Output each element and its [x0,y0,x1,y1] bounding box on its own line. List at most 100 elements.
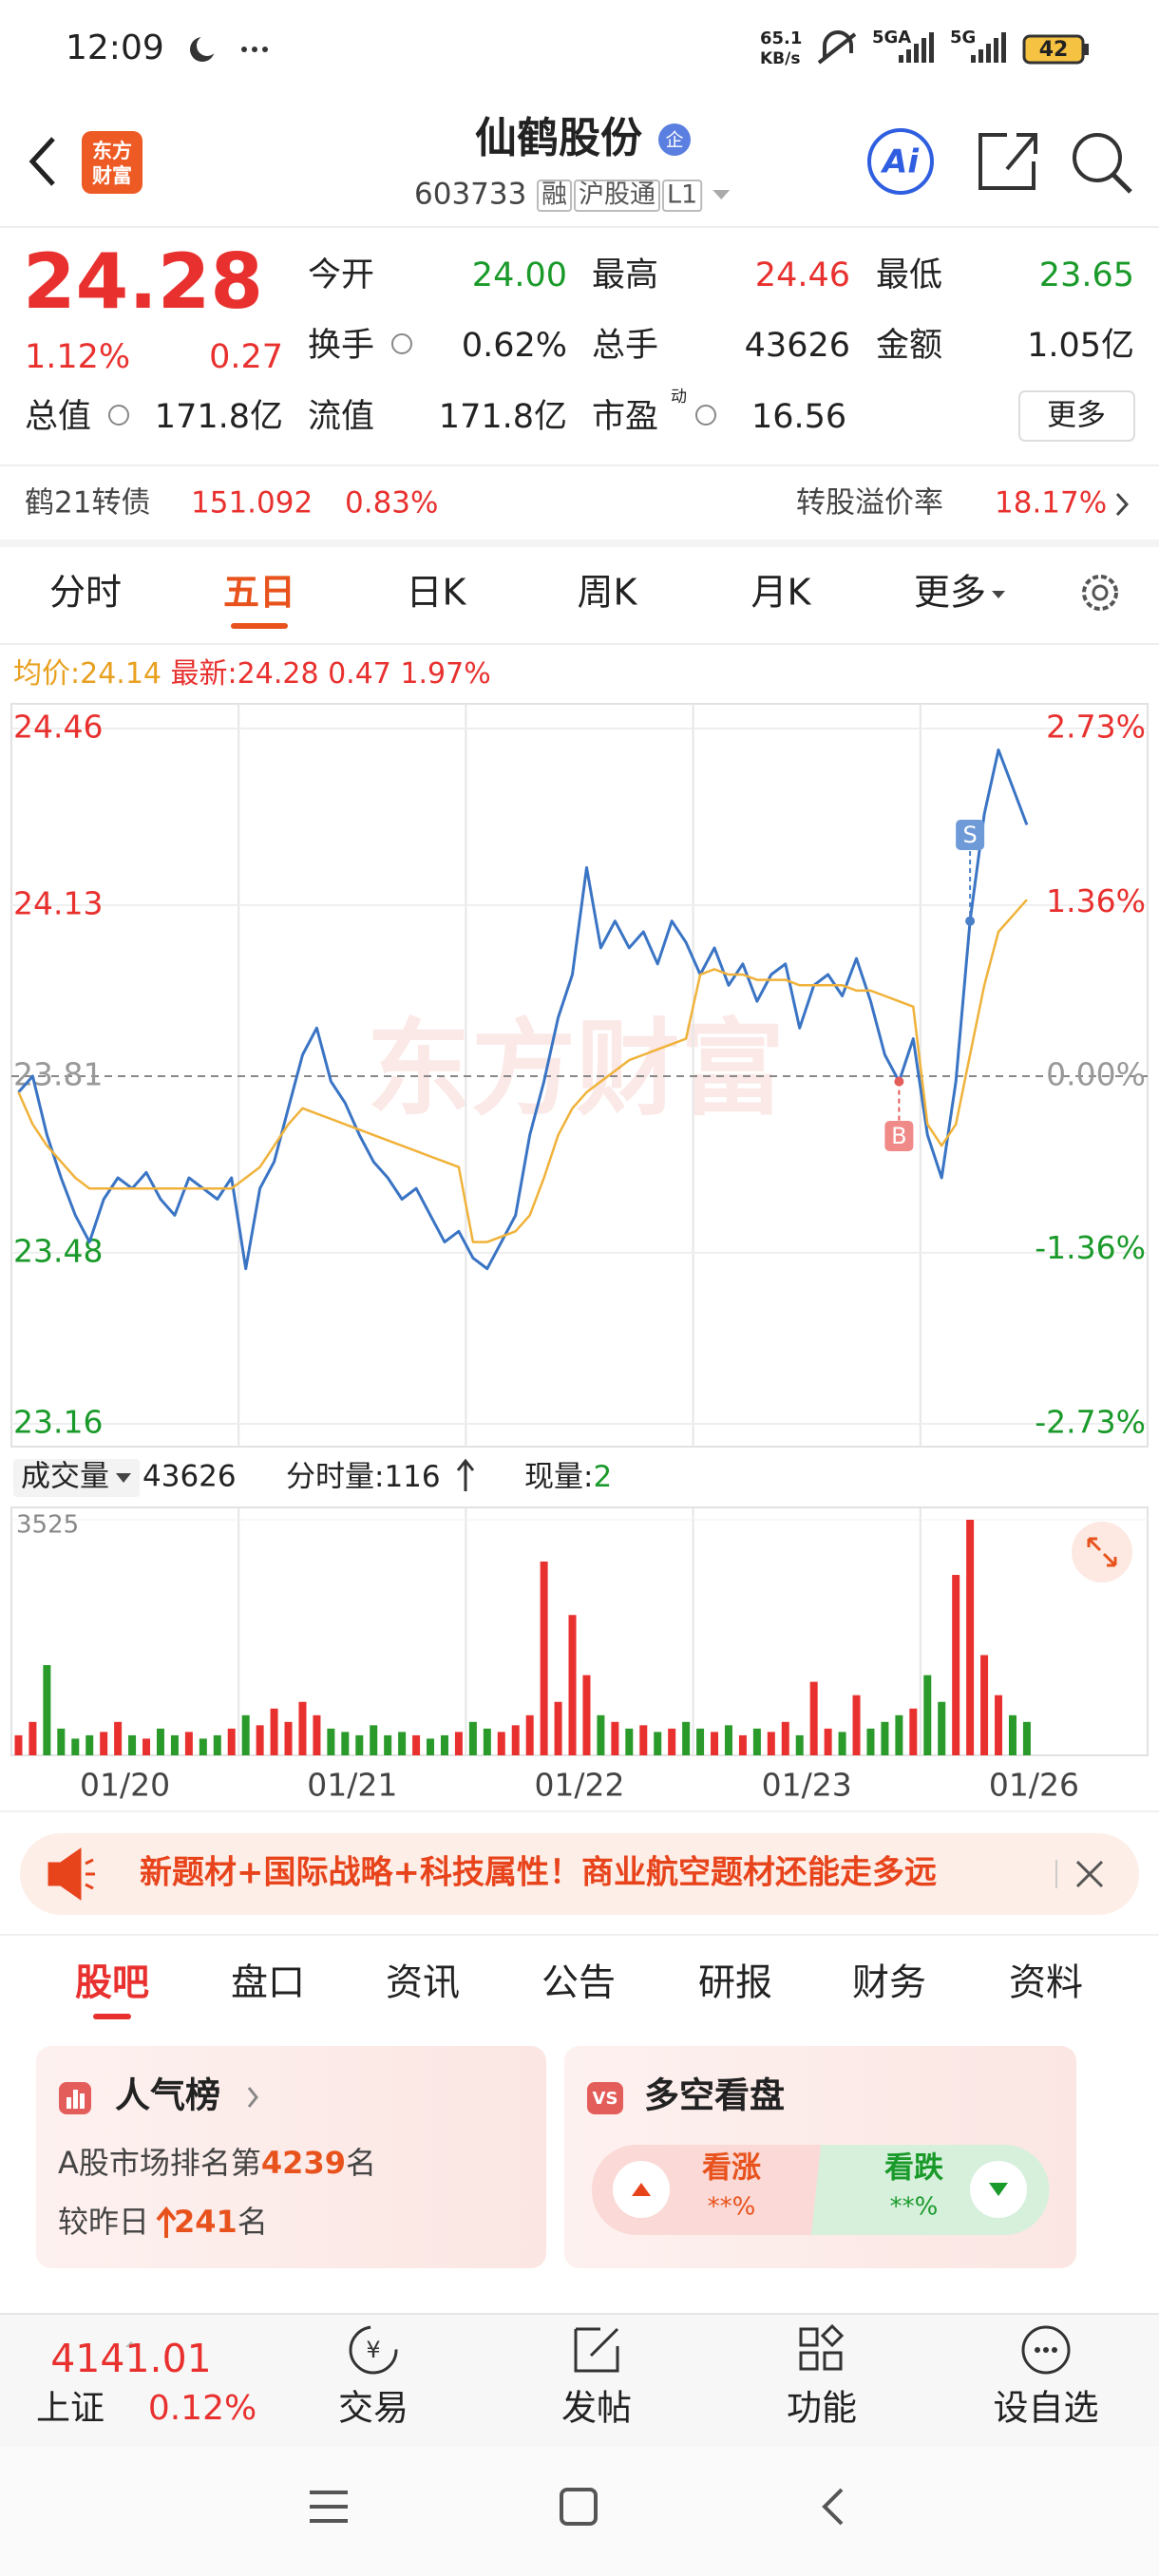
y2-tick-label: 1.36% [1046,882,1146,919]
volume-bar [454,1732,463,1755]
latest-value: 24.28 [238,657,319,691]
volume-bar [199,1738,207,1755]
dropdown-arrow [116,1473,131,1483]
volume-bar [341,1732,350,1755]
icon-glyph: VS [593,2089,618,2109]
back-button[interactable] [28,137,55,186]
section-tab[interactable]: 财务 [852,1962,926,2005]
icon-bar [73,2090,78,2109]
volume-bar [682,1721,691,1755]
back-system-button[interactable] [822,2488,844,2526]
volume-bar [809,1681,818,1755]
volume-bar [611,1721,619,1755]
section-tabs: 股吧 盘口 资讯 公告 研报 财务 资料 [75,1962,1083,2019]
news-banner[interactable] [20,1833,1139,1915]
card-title: 人气榜 [115,2075,220,2116]
field-label: 流值 [308,398,374,436]
index-value[interactable]: 4141.01 [50,2336,212,2381]
volume-bar [540,1561,548,1755]
info-icon[interactable] [391,333,412,354]
section-tab[interactable]: 股吧 [75,1962,149,2005]
change-pct: 1.12% [25,338,130,376]
volume-bar [966,1520,975,1755]
premium-arrow[interactable] [1115,492,1130,517]
y2-tick-label: 2.73% [1046,709,1146,746]
y2-tick-label: 0.00% [1046,1056,1146,1093]
chart-tab[interactable]: 日K [407,572,467,614]
volume-bar [100,1732,108,1755]
rect-shape [906,49,911,63]
section-tab[interactable]: 研报 [698,1962,772,2005]
menu-button[interactable] [310,2491,348,2523]
change: 0.27 [209,338,283,376]
bear-value: **% [890,2193,939,2222]
volume-bar [128,1734,137,1755]
volume-bar [170,1734,179,1755]
volume-bar [838,1732,846,1755]
volume-bar [313,1714,321,1755]
stock-code: 603733 [414,178,526,212]
bull-value: **% [708,2193,756,2222]
nav-icon-glyph: ¥ [366,2337,380,2363]
chart-tab[interactable]: 周K [578,572,638,614]
nav-item[interactable]: 交易 [338,2388,408,2429]
info-icon[interactable] [695,405,716,426]
nav-item[interactable]: 设自选 [994,2388,1099,2429]
section-tab[interactable]: 公告 [542,1962,616,2005]
icon-bar [80,2093,85,2109]
volume-bar [14,1734,23,1755]
banner-close[interactable] [1075,1860,1104,1888]
volume-bar [227,1728,236,1755]
rect-shape [971,55,976,63]
chart-tab[interactable]: 五日 [223,572,295,614]
chart-tab[interactable]: 更多 [914,572,986,614]
rect-shape [978,49,983,63]
section-tab[interactable]: 盘口 [231,1962,305,2005]
volume-bar [582,1675,591,1755]
chart-tabs: 分时 五日 日K 周K 月K 更多 [49,572,1005,629]
dropdown-arrow [712,190,731,199]
volume-label: 成交量 [21,1460,109,1494]
field-label: 最高 [592,256,658,294]
info-icon[interactable] [108,405,129,426]
volume-bar [184,1732,193,1755]
premium-label: 转股溢价率 [796,486,943,521]
nav-item[interactable]: 发帖 [561,2388,632,2429]
tag-text: L1 [667,180,697,210]
net-unit: KB/s [760,49,800,68]
more-button[interactable] [1018,390,1135,442]
volume-bar [298,1701,307,1755]
section-tab[interactable]: 资料 [1009,1962,1083,2005]
nav-item[interactable]: 功能 [787,2388,857,2429]
battery-tip [1084,44,1089,55]
section-tab[interactable]: 资讯 [386,1962,460,2005]
settings-button[interactable] [1082,575,1118,611]
rank-prefix: A股市场排名第 [58,2145,261,2181]
volume-selector[interactable] [13,1459,140,1497]
search-button[interactable] [1073,133,1122,182]
volume-bar [909,1708,918,1755]
nav-icon-dot [1052,2347,1057,2353]
stock-name: 仙鹤股份 [475,114,642,162]
tags: 融沪股通 L1 [537,180,731,212]
volume-bar [781,1721,789,1755]
expand-button[interactable] [1072,1522,1132,1582]
tag-text: 融 [542,180,567,210]
field-value: 23.65 [1039,256,1134,294]
ai-button[interactable] [867,128,934,195]
chart-tab[interactable]: 月K [751,572,812,614]
change-prefix: 较昨日 [58,2204,149,2240]
volume-bar [71,1738,80,1755]
volume-bar [1022,1721,1031,1755]
chart-tab[interactable]: 分时 [49,572,122,614]
average-line [17,899,1028,1243]
volume-bar [1008,1714,1016,1755]
home-button[interactable] [560,2488,598,2526]
current-label: 现量: [524,1460,593,1494]
volume-bar [57,1728,66,1755]
nav-icon [799,2323,845,2371]
battery-level: 42 [1039,38,1069,62]
share-button[interactable] [978,133,1037,190]
volume-bar [525,1714,534,1755]
volume-bar [568,1615,577,1755]
